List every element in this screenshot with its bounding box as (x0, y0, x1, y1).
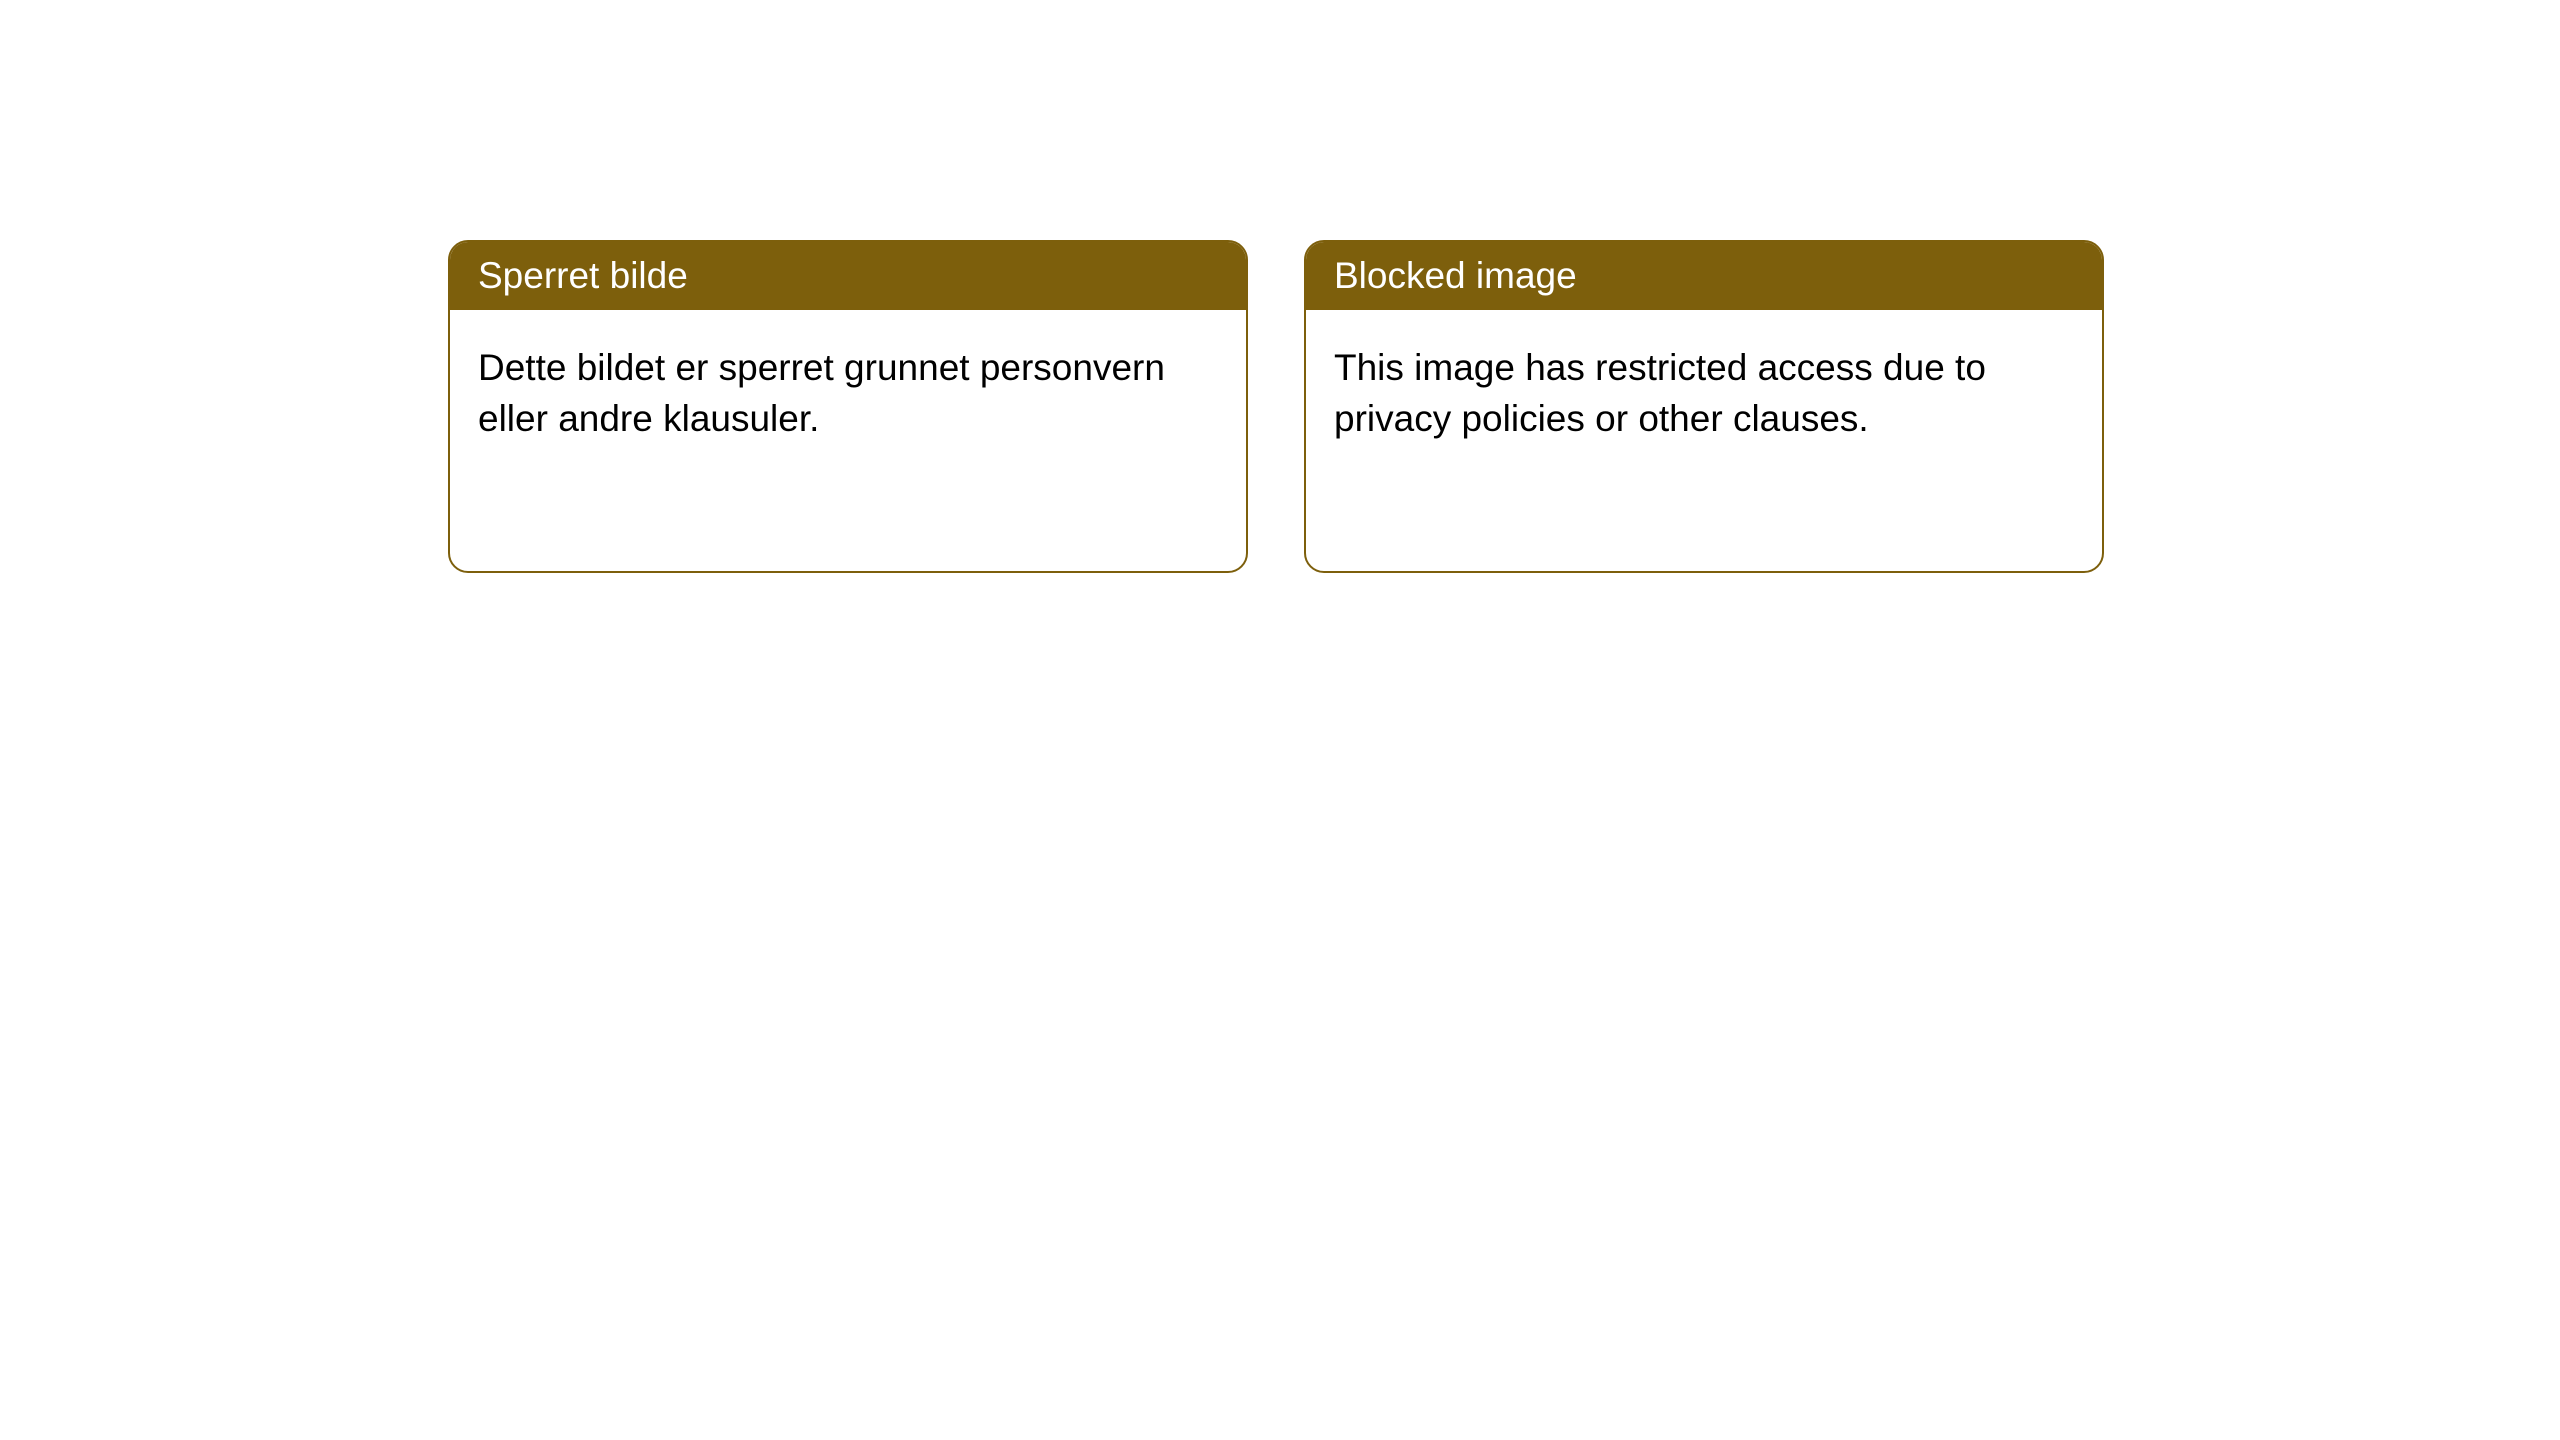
notice-card-norwegian: Sperret bilde Dette bildet er sperret gr… (448, 240, 1248, 573)
card-header: Sperret bilde (450, 242, 1246, 310)
notice-container: Sperret bilde Dette bildet er sperret gr… (0, 0, 2560, 573)
card-body: Dette bildet er sperret grunnet personve… (450, 310, 1246, 476)
notice-card-english: Blocked image This image has restricted … (1304, 240, 2104, 573)
card-body: This image has restricted access due to … (1306, 310, 2102, 476)
card-header: Blocked image (1306, 242, 2102, 310)
